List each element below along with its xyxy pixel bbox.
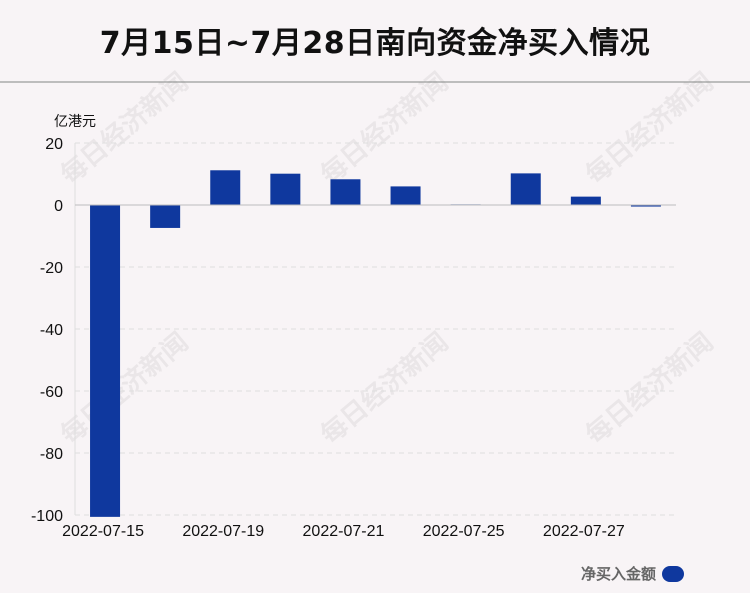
bars	[90, 170, 661, 517]
bar	[390, 186, 421, 205]
bar	[630, 205, 661, 207]
watermark-text: 每日经济新闻	[580, 326, 719, 450]
x-tick-label: 2022-07-21	[303, 523, 385, 540]
x-tick-label: 2022-07-27	[543, 523, 625, 540]
y-tick-label: -80	[40, 446, 63, 463]
y-tick-label: -100	[31, 508, 63, 525]
watermark-text: 每日经济新闻	[315, 66, 454, 190]
bar	[90, 205, 121, 517]
grid-lines	[75, 142, 676, 516]
bar	[150, 205, 181, 228]
x-tick-label: 2022-07-25	[423, 523, 505, 540]
x-tick-label: 2022-07-15	[62, 523, 144, 540]
y-tick-label: 0	[54, 198, 63, 215]
legend-label: 净买入金额	[580, 565, 656, 583]
bar	[510, 173, 541, 205]
watermark-text: 每日经济新闻	[55, 326, 194, 450]
chart-title: 7月15日~7月28日南向资金净买入情况	[99, 26, 651, 61]
x-tick-label: 2022-07-19	[182, 523, 264, 540]
bar	[570, 196, 601, 205]
watermark-text: 每日经济新闻	[580, 66, 719, 190]
bar	[210, 170, 241, 205]
y-tick-label: -40	[40, 322, 63, 339]
legend-swatch	[662, 565, 684, 582]
y-axis-unit: 亿港元	[54, 114, 96, 130]
y-tick-label: -60	[40, 384, 63, 401]
y-tick-label: 20	[45, 136, 63, 153]
bar	[330, 179, 361, 205]
y-tick-label: -20	[40, 260, 63, 277]
bar	[270, 173, 301, 205]
legend: 净买入金额	[581, 563, 684, 584]
watermark-text: 每日经济新闻	[315, 326, 454, 450]
title-divider	[0, 81, 750, 83]
